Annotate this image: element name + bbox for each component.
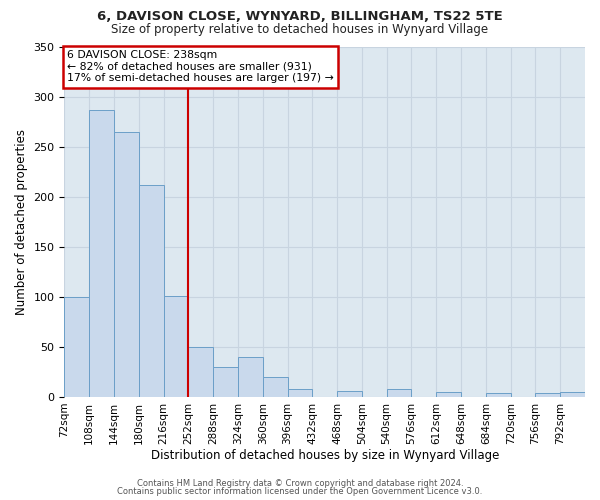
- Bar: [263, 377, 287, 397]
- Bar: [337, 391, 362, 397]
- Text: Contains public sector information licensed under the Open Government Licence v3: Contains public sector information licen…: [118, 487, 482, 496]
- Bar: [164, 296, 188, 397]
- Bar: [114, 132, 139, 397]
- Bar: [89, 110, 114, 397]
- Bar: [386, 389, 412, 397]
- Bar: [238, 357, 263, 397]
- Bar: [436, 392, 461, 397]
- Text: Size of property relative to detached houses in Wynyard Village: Size of property relative to detached ho…: [112, 22, 488, 36]
- Text: 6, DAVISON CLOSE, WYNYARD, BILLINGHAM, TS22 5TE: 6, DAVISON CLOSE, WYNYARD, BILLINGHAM, T…: [97, 10, 503, 23]
- Bar: [560, 392, 585, 397]
- Bar: [139, 184, 164, 397]
- Bar: [188, 347, 213, 397]
- Bar: [486, 393, 511, 397]
- Bar: [64, 297, 89, 397]
- Y-axis label: Number of detached properties: Number of detached properties: [15, 128, 28, 314]
- Bar: [287, 389, 313, 397]
- X-axis label: Distribution of detached houses by size in Wynyard Village: Distribution of detached houses by size …: [151, 450, 499, 462]
- Text: Contains HM Land Registry data © Crown copyright and database right 2024.: Contains HM Land Registry data © Crown c…: [137, 478, 463, 488]
- Text: 6 DAVISON CLOSE: 238sqm
← 82% of detached houses are smaller (931)
17% of semi-d: 6 DAVISON CLOSE: 238sqm ← 82% of detache…: [67, 50, 334, 83]
- Bar: [213, 367, 238, 397]
- Bar: [535, 393, 560, 397]
